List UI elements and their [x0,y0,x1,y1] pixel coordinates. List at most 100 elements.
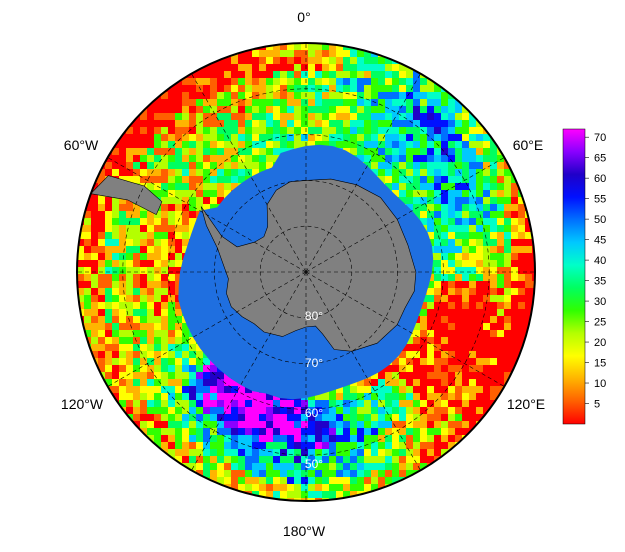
data-cell [119,232,127,240]
data-cell [483,344,491,352]
data-cell [203,400,211,408]
data-cell [448,253,456,261]
data-cell [126,365,134,373]
data-cell [525,344,533,352]
data-cell [280,484,288,492]
data-cell [196,162,204,170]
data-cell [483,407,491,415]
data-cell [315,463,323,471]
data-cell [420,183,428,191]
data-cell [245,470,253,478]
data-cell [231,134,239,142]
data-cell [399,64,407,72]
data-cell [182,190,190,198]
data-cell [175,113,183,121]
data-cell [189,351,197,359]
data-cell [98,246,106,254]
data-cell [350,71,358,79]
data-cell [210,407,218,415]
data-cell [420,78,428,86]
data-cell [462,162,470,170]
data-cell [441,274,449,282]
data-cell [308,393,316,401]
data-cell [196,148,204,156]
data-cell [203,379,211,387]
data-cell [224,106,232,114]
data-cell [147,274,155,282]
data-cell [175,372,183,380]
data-cell [490,218,498,226]
data-cell [280,463,288,471]
data-cell [315,99,323,107]
data-cell [504,176,512,184]
data-cell [427,190,435,198]
data-cell [427,232,435,240]
data-cell [315,127,323,135]
data-cell [105,379,113,387]
data-cell [413,169,421,177]
data-cell [175,211,183,219]
data-cell [175,442,183,450]
data-cell [392,99,400,107]
data-cell [203,428,211,436]
data-cell [224,421,232,429]
meridian-line [305,157,505,273]
data-cell [175,456,183,464]
data-cell [315,92,323,100]
data-cell [343,85,351,93]
data-cell [175,218,183,226]
data-cell [448,421,456,429]
data-cell [448,337,456,345]
data-cell [392,407,400,415]
data-cell [329,78,337,86]
data-cell [364,99,372,107]
data-cell [469,246,477,254]
data-cell [224,407,232,415]
data-cell [476,176,484,184]
data-cell [161,393,169,401]
data-cell [168,176,176,184]
data-cell [434,232,442,240]
data-cell [322,120,330,128]
data-cell [182,120,190,128]
data-cell [224,470,232,478]
data-cell [266,407,274,415]
data-cell [203,148,211,156]
data-cell [483,225,491,233]
data-cell [217,421,225,429]
data-cell [140,246,148,254]
data-cell [189,148,197,156]
data-cell [259,120,267,128]
data-cell [504,253,512,261]
data-cell [182,141,190,149]
data-cell [147,211,155,219]
data-cell [175,120,183,128]
data-cell [434,372,442,380]
data-cell [434,323,442,331]
data-cell [105,288,113,296]
data-cell [273,50,281,58]
data-cell [469,323,477,331]
data-cell [133,260,141,268]
data-cell [490,155,498,163]
data-cell [217,456,225,464]
data-cell [231,85,239,93]
data-cell [154,134,162,142]
data-cell [441,393,449,401]
data-cell [224,141,232,149]
data-cell [364,407,372,415]
data-cell [210,456,218,464]
data-cell [483,120,491,128]
data-cell [238,400,246,408]
data-cell [308,484,316,492]
data-cell [266,477,274,485]
data-cell [532,274,535,282]
data-cell [371,386,379,394]
data-cell [308,400,316,408]
data-cell [490,204,498,212]
data-cell [133,134,141,142]
data-cell [399,372,407,380]
data-cell [441,120,449,128]
data-cell [154,372,162,380]
data-cell [140,225,148,233]
